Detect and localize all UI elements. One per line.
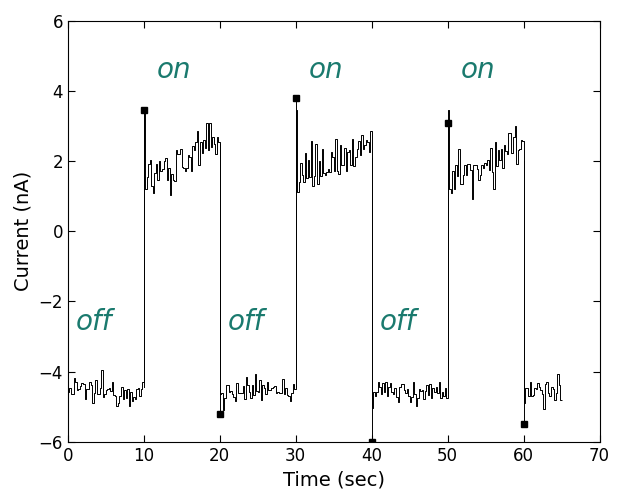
Text: on: on	[309, 56, 343, 84]
Text: off: off	[228, 308, 265, 337]
Text: off: off	[380, 308, 417, 337]
Text: off: off	[76, 308, 113, 337]
Text: on: on	[461, 56, 495, 84]
Y-axis label: Current (nA): Current (nA)	[14, 171, 33, 291]
X-axis label: Time (sec): Time (sec)	[283, 470, 385, 489]
Text: on: on	[157, 56, 192, 84]
